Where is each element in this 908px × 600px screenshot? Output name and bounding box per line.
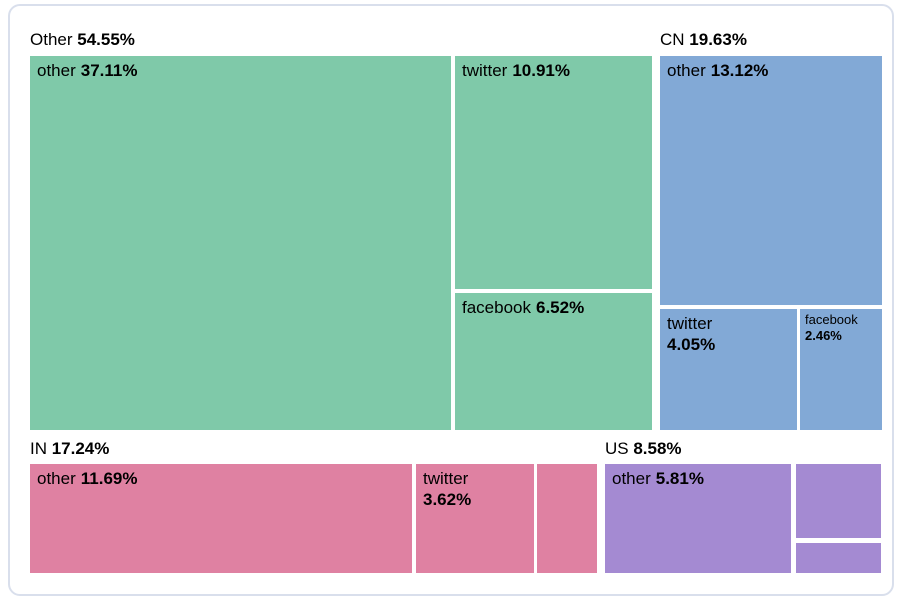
- treemap-cell-in-unlabeled[interactable]: [537, 464, 597, 573]
- treemap-cell-cn-facebook[interactable]: facebook 2.46%: [800, 309, 882, 430]
- treemap-cell-other-other[interactable]: other 37.11%: [30, 56, 451, 430]
- cell-label: facebook 2.46%: [805, 312, 877, 344]
- group-label-us: US 8.58%: [605, 439, 682, 459]
- cell-name: facebook: [462, 298, 531, 317]
- cell-name: facebook: [805, 312, 858, 327]
- group-percent: 19.63%: [684, 30, 747, 49]
- cell-percent: 37.11%: [80, 61, 138, 80]
- cell-name: other: [37, 469, 76, 488]
- group-name: US: [605, 439, 629, 458]
- cell-percent: 5.81%: [655, 469, 704, 488]
- group-label-cn: CN 19.63%: [660, 30, 747, 50]
- treemap-cell-other-facebook[interactable]: facebook 6.52%: [455, 293, 652, 430]
- cell-name: twitter: [667, 314, 713, 333]
- treemap-cell-cn-twitter[interactable]: twitter 4.05%: [660, 309, 797, 430]
- cell-label: twitter 3.62%: [423, 468, 527, 510]
- cell-name: twitter: [423, 469, 469, 488]
- cell-percent: 6.52%: [536, 298, 585, 317]
- group-name: IN: [30, 439, 47, 458]
- cell-name: other: [612, 469, 651, 488]
- cell-label: twitter 10.91%: [462, 60, 645, 81]
- cell-label: other 5.81%: [612, 468, 784, 489]
- cell-label: other 11.69%: [37, 468, 405, 489]
- cell-label: other 37.11%: [37, 60, 444, 81]
- cell-percent: 11.69%: [80, 469, 138, 488]
- cell-name: other: [37, 61, 76, 80]
- group-name: CN: [660, 30, 685, 49]
- treemap-cell-us-unlabeled[interactable]: [796, 543, 881, 573]
- cell-percent: 10.91%: [512, 61, 571, 80]
- group-percent: 8.58%: [628, 439, 682, 458]
- treemap-cell-in-other[interactable]: other 11.69%: [30, 464, 412, 573]
- treemap-cell-us-unlabeled[interactable]: [796, 464, 881, 538]
- group-label-other: Other 54.55%: [30, 30, 135, 50]
- group-name: Other: [30, 30, 73, 49]
- cell-label: facebook 6.52%: [462, 297, 645, 318]
- cell-percent: 13.12%: [710, 61, 769, 80]
- cell-percent: 2.46%: [805, 328, 842, 343]
- cell-name: twitter: [462, 61, 508, 80]
- group-percent: 17.24%: [47, 439, 110, 458]
- treemap-cell-us-other[interactable]: other 5.81%: [605, 464, 791, 573]
- cell-label: other 13.12%: [667, 60, 875, 81]
- chart-card: Other 54.55% other 37.11% twitter 10.91% face…: [8, 4, 894, 596]
- group-label-in: IN 17.24%: [30, 439, 109, 459]
- treemap-cell-cn-other[interactable]: other 13.12%: [660, 56, 882, 305]
- treemap-area: Other 54.55% other 37.11% twitter 10.91% face…: [30, 30, 882, 575]
- cell-name: other: [667, 61, 706, 80]
- cell-percent: 4.05%: [667, 335, 716, 354]
- cell-percent: 3.62%: [423, 490, 472, 509]
- treemap-cell-other-twitter[interactable]: twitter 10.91%: [455, 56, 652, 289]
- group-percent: 54.55%: [72, 30, 135, 49]
- treemap-cell-in-twitter[interactable]: twitter 3.62%: [416, 464, 534, 573]
- cell-label: twitter 4.05%: [667, 313, 790, 355]
